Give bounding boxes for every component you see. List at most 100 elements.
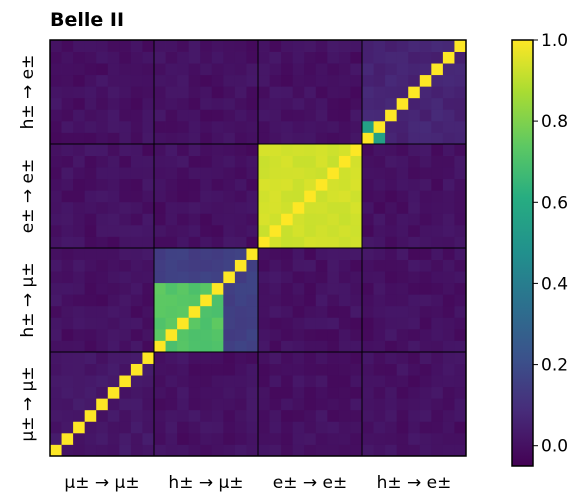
heatmap-cell [107,224,120,237]
heatmap-cell [200,155,213,168]
heatmap-cell [362,63,374,76]
heatmap-cell [373,271,386,284]
heatmap-cell [246,74,259,87]
heatmap-cell [338,224,351,237]
heatmap-cell [373,317,386,330]
heatmap-cell [96,167,109,180]
heatmap-cell [177,236,190,249]
heatmap-cell [408,63,421,76]
heatmap-cell [292,201,305,214]
heatmap-cell [304,432,317,445]
heatmap-cell [154,317,166,330]
heatmap-cell [177,201,190,214]
heatmap-cell [223,317,236,330]
heatmap-cell [84,294,97,307]
heatmap-cell [373,248,386,260]
heatmap-cell [96,363,109,376]
heatmap-cell [396,340,409,353]
heatmap-cell [292,97,305,110]
heatmap-cell [338,155,351,168]
heatmap-cell [211,213,224,226]
heatmap-cell [442,271,455,284]
heatmap-cell [385,340,398,353]
heatmap-cell [281,74,294,87]
heatmap-cell [223,155,236,168]
heatmap-cell [396,155,409,168]
heatmap-cell [315,167,328,180]
colorbar-tick-label: 0.6 [541,193,568,213]
heatmap-cell [408,155,421,168]
heatmap-cell [96,317,109,330]
heatmap-cell [419,386,432,399]
heatmap-cell [130,328,143,341]
heatmap-cell [385,363,398,376]
heatmap-cell [281,51,294,64]
heatmap-cell [177,259,190,272]
heatmap-cell [281,398,294,411]
heatmap-cell [165,40,178,52]
heatmap-cell [419,271,432,284]
heatmap-cell [73,63,86,76]
heatmap-cell [154,144,166,156]
heatmap-cell [373,63,386,76]
heatmap-cell [408,236,421,249]
heatmap-cell [292,409,305,422]
heatmap-cell [246,63,259,76]
heatmap-cell [177,109,190,122]
heatmap-cell [408,190,421,203]
heatmap-cell [84,224,97,237]
heatmap-cell [442,398,455,411]
heatmap-cell [223,248,236,260]
heatmap-cell [211,259,224,272]
heatmap-cell [142,375,155,388]
heatmap-cell [130,224,143,237]
y-tick-label: h± → μ± [18,262,38,337]
heatmap-cell [269,74,282,87]
heatmap-cell [165,432,178,445]
heatmap-cell [269,86,282,99]
heatmap-cell [154,86,166,99]
heatmap-cell [246,432,259,445]
heatmap-cell [154,51,166,64]
heatmap-cell [234,375,247,388]
heatmap-cell [408,352,421,364]
heatmap-cell [269,40,282,52]
heatmap-cell [454,74,467,87]
heatmap-cell [61,317,74,330]
heatmap-cell [107,398,120,411]
colorbar-ticks: 0.0 0.2 0.4 0.6 0.8 1.0 [533,31,568,457]
heatmap-cell [188,248,201,260]
heatmap-cell [211,201,224,214]
heatmap-cell [211,386,224,399]
heatmap-cell [211,363,224,376]
heatmap-cell [84,63,97,76]
heatmap-cell [373,74,386,87]
heatmap-cell [315,409,328,422]
heatmap-cell [119,282,132,295]
heatmap-cell [142,109,155,122]
heatmap-cell [292,363,305,376]
heatmap-cell [350,190,363,203]
heatmap-cell [188,74,201,87]
heatmap-cell [107,363,120,376]
heatmap-cell [130,375,143,388]
heatmap-cell [396,352,409,364]
heatmap-cell [269,132,282,145]
heatmap-cell [281,305,294,318]
heatmap-cell [350,352,363,364]
heatmap-cell [396,409,409,422]
heatmap-cell [419,190,432,203]
heatmap-cell [454,190,467,203]
heatmap-cell [304,178,317,191]
heatmap-cell [50,248,62,260]
heatmap-cell [234,352,247,364]
heatmap-cell [73,282,86,295]
heatmap-cell [362,409,374,422]
heatmap-cell [419,444,432,457]
heatmap-cell [419,328,432,341]
heatmap-cell [119,224,132,237]
heatmap-cell [304,190,317,203]
heatmap-cell [130,421,143,434]
heatmap-cell [269,167,282,180]
heatmap-cell [96,421,109,434]
